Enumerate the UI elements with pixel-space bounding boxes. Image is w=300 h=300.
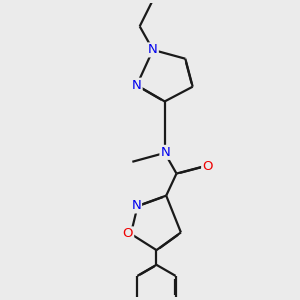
- Text: N: N: [148, 44, 158, 56]
- Text: N: N: [160, 146, 170, 159]
- Text: N: N: [131, 200, 141, 212]
- Text: N: N: [132, 79, 142, 92]
- Text: O: O: [123, 227, 133, 240]
- Text: O: O: [202, 160, 213, 173]
